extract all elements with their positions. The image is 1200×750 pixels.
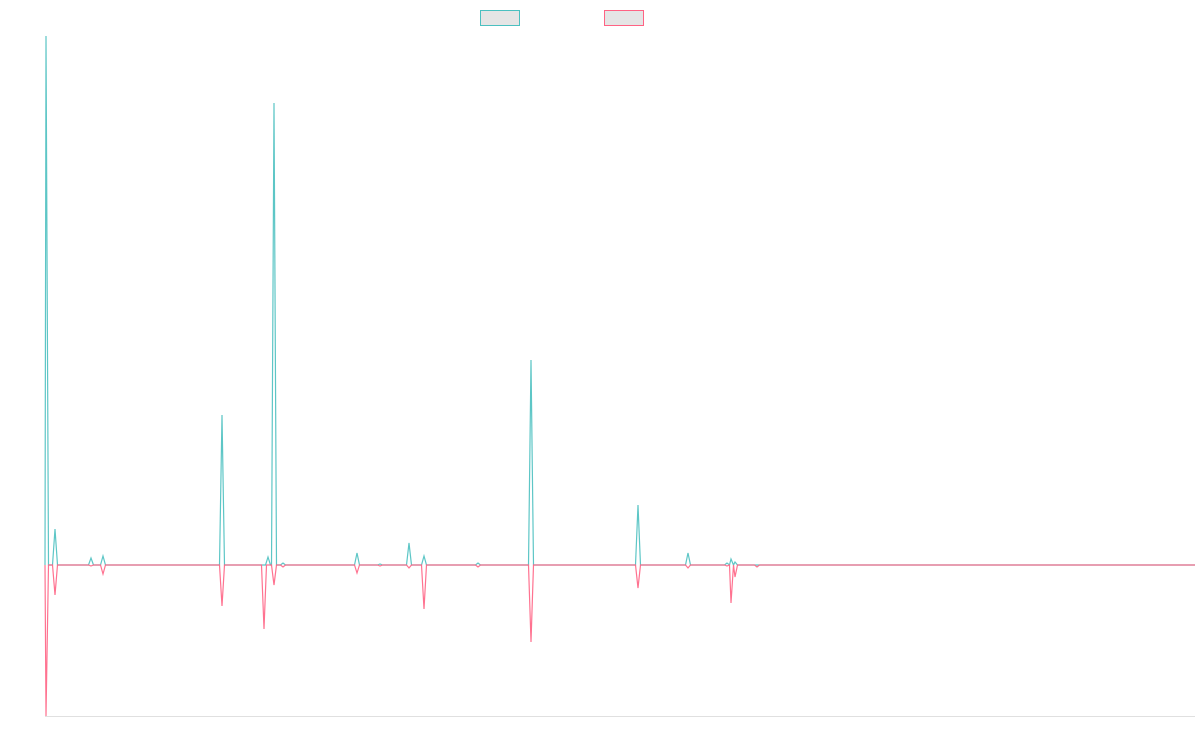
legend-swatch-series-2[interactable]: [604, 10, 644, 26]
series-line-2: [44, 564, 1195, 717]
legend-swatch-series-1[interactable]: [480, 10, 520, 26]
series-line-1: [44, 35, 1195, 567]
